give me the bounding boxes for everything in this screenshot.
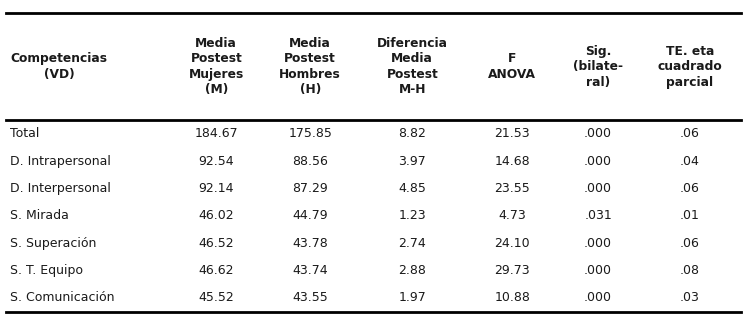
Text: .000: .000: [584, 155, 612, 168]
Text: 24.10: 24.10: [495, 237, 530, 250]
Text: 1.23: 1.23: [398, 210, 426, 223]
Text: 14.68: 14.68: [495, 155, 530, 168]
Text: 43.74: 43.74: [292, 264, 328, 277]
Text: 92.54: 92.54: [199, 155, 234, 168]
Text: Total: Total: [10, 128, 40, 141]
Text: 29.73: 29.73: [495, 264, 530, 277]
Text: S. Superación: S. Superación: [10, 237, 97, 250]
Text: Competencias
(VD): Competencias (VD): [10, 52, 108, 81]
Text: 184.67: 184.67: [194, 128, 238, 141]
Text: 45.52: 45.52: [199, 292, 234, 304]
Text: S. Comunicación: S. Comunicación: [10, 292, 115, 304]
Text: .000: .000: [584, 237, 612, 250]
Text: 175.85: 175.85: [288, 128, 332, 141]
Text: .000: .000: [584, 292, 612, 304]
Text: 2.88: 2.88: [398, 264, 427, 277]
Text: .000: .000: [584, 128, 612, 141]
Text: 46.02: 46.02: [199, 210, 234, 223]
Text: 88.56: 88.56: [292, 155, 328, 168]
Text: 44.79: 44.79: [292, 210, 328, 223]
Text: 46.62: 46.62: [199, 264, 234, 277]
Text: 2.74: 2.74: [398, 237, 427, 250]
Text: Media
Postest
Hombres
(H): Media Postest Hombres (H): [279, 37, 341, 96]
Text: .03: .03: [680, 292, 700, 304]
Text: S. T. Equipo: S. T. Equipo: [10, 264, 84, 277]
Text: F
ANOVA: F ANOVA: [489, 52, 536, 81]
Text: 4.85: 4.85: [398, 182, 427, 195]
Text: 3.97: 3.97: [398, 155, 427, 168]
Text: Sig.
(bilate-
ral): Sig. (bilate- ral): [573, 45, 623, 88]
Text: 87.29: 87.29: [292, 182, 328, 195]
Text: .01: .01: [680, 210, 700, 223]
Text: .08: .08: [680, 264, 700, 277]
Text: .000: .000: [584, 264, 612, 277]
Text: .031: .031: [584, 210, 612, 223]
Text: .06: .06: [680, 128, 700, 141]
Text: TE. eta
cuadrado
parcial: TE. eta cuadrado parcial: [657, 45, 722, 88]
Text: 46.52: 46.52: [199, 237, 234, 250]
Text: D. Intrapersonal: D. Intrapersonal: [10, 155, 111, 168]
Text: 23.55: 23.55: [495, 182, 530, 195]
Text: .06: .06: [680, 237, 700, 250]
Text: 43.55: 43.55: [292, 292, 328, 304]
Text: .04: .04: [680, 155, 700, 168]
Text: .06: .06: [680, 182, 700, 195]
Text: Diferencia
Media
Postest
M-H: Diferencia Media Postest M-H: [376, 37, 447, 96]
Text: 21.53: 21.53: [495, 128, 530, 141]
Text: 43.78: 43.78: [292, 237, 328, 250]
Text: D. Interpersonal: D. Interpersonal: [10, 182, 111, 195]
Text: .000: .000: [584, 182, 612, 195]
Text: 1.97: 1.97: [398, 292, 427, 304]
Text: 8.82: 8.82: [398, 128, 427, 141]
Text: 4.73: 4.73: [498, 210, 526, 223]
Text: 92.14: 92.14: [199, 182, 234, 195]
Text: Media
Postest
Mujeres
(M): Media Postest Mujeres (M): [189, 37, 244, 96]
Text: 10.88: 10.88: [495, 292, 530, 304]
Text: S. Mirada: S. Mirada: [10, 210, 69, 223]
